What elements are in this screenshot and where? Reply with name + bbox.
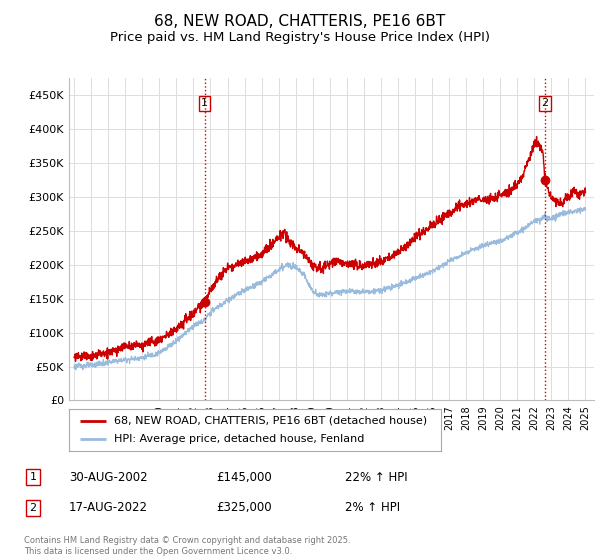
Text: 2: 2 [542,99,548,109]
Text: 68, NEW ROAD, CHATTERIS, PE16 6BT: 68, NEW ROAD, CHATTERIS, PE16 6BT [154,14,446,29]
Text: £145,000: £145,000 [216,470,272,484]
Text: 2% ↑ HPI: 2% ↑ HPI [345,501,400,515]
Text: 17-AUG-2022: 17-AUG-2022 [69,501,148,515]
Text: Contains HM Land Registry data © Crown copyright and database right 2025.
This d: Contains HM Land Registry data © Crown c… [24,536,350,556]
Text: 1: 1 [29,472,37,482]
Text: 68, NEW ROAD, CHATTERIS, PE16 6BT (detached house): 68, NEW ROAD, CHATTERIS, PE16 6BT (detac… [113,416,427,426]
Text: HPI: Average price, detached house, Fenland: HPI: Average price, detached house, Fenl… [113,434,364,444]
Text: £325,000: £325,000 [216,501,272,515]
Text: 22% ↑ HPI: 22% ↑ HPI [345,470,407,484]
Text: Price paid vs. HM Land Registry's House Price Index (HPI): Price paid vs. HM Land Registry's House … [110,31,490,44]
Text: 30-AUG-2002: 30-AUG-2002 [69,470,148,484]
Text: 1: 1 [201,99,208,109]
Text: 2: 2 [29,503,37,513]
